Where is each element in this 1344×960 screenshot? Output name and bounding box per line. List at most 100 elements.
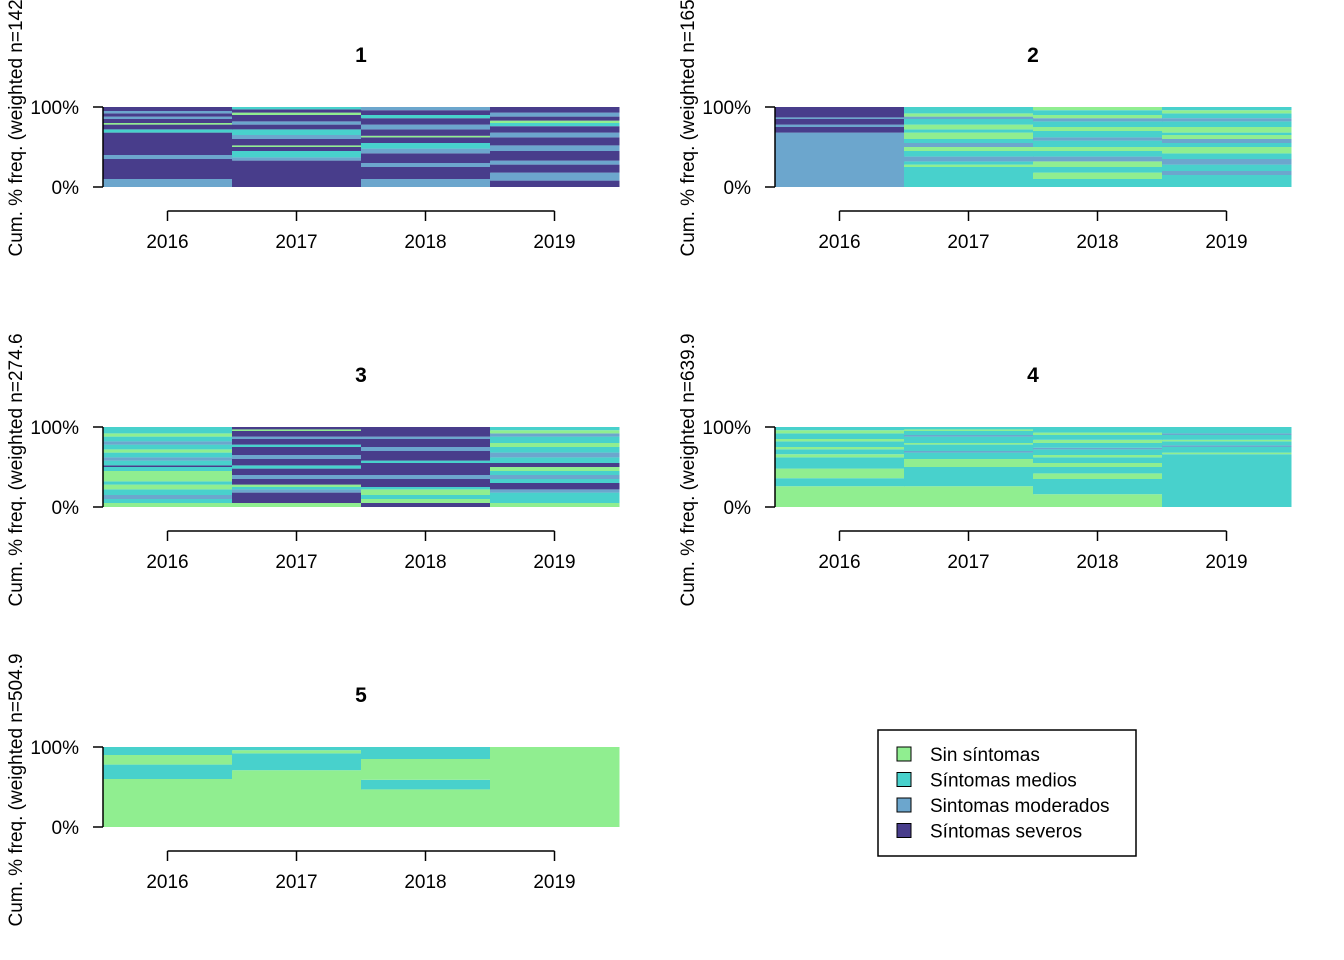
sequence-segment: [1162, 135, 1292, 139]
sequence-segment: [904, 161, 1034, 165]
legend-item: Síntomas medios: [896, 771, 1077, 792]
sequence-segment: [1033, 118, 1163, 122]
sequence-segment: [1033, 115, 1163, 119]
sequence-segment: [490, 447, 620, 453]
sequence-segment: [490, 443, 620, 447]
sequence-segment: [232, 484, 362, 487]
y-axis-label: Cum. % freq. (weighted n=504.9: [6, 653, 27, 926]
sequence-segment: [904, 451, 1034, 453]
sequence-segment: [1033, 455, 1163, 458]
sequence-segment: [103, 452, 233, 458]
sequence-segment: [904, 429, 1034, 431]
sequence-segment: [103, 481, 233, 485]
sequence-segment: [232, 431, 362, 437]
x-tick-label: 2016: [146, 232, 188, 253]
sequence-segment: [232, 475, 362, 479]
sequence-segment: [1033, 147, 1163, 151]
sequence-segment: [490, 483, 620, 490]
sequence-segment: [904, 452, 1034, 459]
sequence-segment: [103, 465, 233, 467]
sequence-segment: [904, 113, 1034, 117]
sequence-segment: [1033, 427, 1163, 433]
sequence-segment: [490, 436, 620, 443]
x-tick-label: 2018: [1076, 552, 1118, 573]
sequence-segment: [490, 471, 620, 475]
sequence-segment: [775, 457, 905, 469]
x-tick-label: 2018: [404, 552, 446, 573]
sequence-segment: [904, 119, 1034, 125]
sequence-segment: [1162, 164, 1292, 171]
panel-4: 4 0% 100% 2016 2017 2018 2019 Cum. % freq. (wei…: [678, 333, 1292, 607]
sequence-segment: [361, 148, 491, 154]
y-tick-label: 0%: [52, 498, 80, 519]
sequence-segment: [232, 115, 362, 122]
sequence-segment: [361, 759, 491, 780]
sequence-segment: [103, 179, 233, 187]
sequence-segment: [1162, 153, 1292, 159]
sequence-segment: [904, 435, 1034, 437]
sequence-segment: [490, 467, 620, 471]
sequence-segment: [904, 459, 1034, 467]
sequence-segment: [361, 451, 491, 461]
legend-box: [877, 729, 1137, 857]
panel-title: 1: [355, 44, 367, 67]
sequence-segment: [232, 157, 362, 161]
sequence-segment: [1033, 457, 1163, 463]
sequence-segment: [490, 123, 620, 127]
sequence-segment: [490, 116, 620, 121]
sequence-segment: [232, 479, 362, 485]
sequence-segment: [1033, 473, 1163, 479]
sequence-segment: [490, 132, 620, 138]
sequence-segment: [775, 433, 905, 439]
sequence-segment: [103, 441, 233, 445]
sequence-segment: [1162, 447, 1292, 453]
y-axis-label: Cum. % freq. (weighted n=639.9: [678, 333, 699, 606]
sequence-segment: [361, 503, 491, 507]
sequence-segment: [103, 124, 233, 130]
y-tick-label: 100%: [30, 418, 79, 439]
sequence-segment: [490, 503, 620, 507]
sequence-segment: [1162, 441, 1292, 446]
sequence-segment: [775, 430, 905, 434]
x-tick-label: 2016: [146, 552, 188, 573]
sequence-segment: [490, 112, 620, 117]
sequence-segment: [904, 116, 1034, 119]
sequence-segment: [490, 145, 620, 151]
sequence-segment: [904, 151, 1034, 157]
sequence-segment: [1033, 179, 1163, 187]
sequence-segment: [232, 129, 362, 135]
sequence-segment: [1033, 432, 1163, 435]
sequence-segment: [361, 129, 491, 136]
sequence-segment: [103, 471, 233, 482]
y-tick-label: 0%: [52, 178, 80, 199]
sequence-segment: [904, 444, 1034, 451]
y-tick-label: 0%: [724, 498, 752, 519]
sequence-segment: [361, 137, 491, 143]
sequence-segment: [1033, 107, 1163, 111]
panel-1: 1 0% 100% 2016 2017 2018 2019 Cum. % freq. (wei…: [6, 0, 620, 257]
sequence-segment: [490, 160, 620, 165]
panel-title: 2: [1027, 44, 1039, 67]
x-tick-label: 2016: [818, 552, 860, 573]
x-tick-label: 2019: [533, 232, 575, 253]
x-tick-label: 2016: [818, 232, 860, 253]
sequence-segment: [1033, 140, 1163, 147]
legend-label: Síntomas severos: [930, 822, 1082, 843]
sequence-segment: [1033, 151, 1163, 157]
legend-label: Síntomas medios: [930, 771, 1077, 792]
sequence-segment: [232, 468, 362, 475]
sequence-segment: [232, 147, 362, 151]
sequence-segment: [904, 436, 1034, 443]
legend: Sin síntomas Síntomas medios Sintomas mode…: [877, 729, 1137, 857]
sequence-segment: [361, 124, 491, 130]
sequence-segment: [103, 155, 233, 159]
sequence-segment: [1162, 132, 1292, 135]
x-tick-label: 2017: [275, 872, 317, 893]
sequence-segment: [103, 427, 233, 434]
legend-item: Sintomas moderados: [896, 796, 1110, 817]
sequence-segment: [361, 427, 491, 437]
sequence-segment: [103, 755, 233, 765]
sequence-segment: [103, 495, 233, 499]
sequence-segment: [1033, 137, 1163, 141]
sequence-segment: [904, 143, 1034, 147]
